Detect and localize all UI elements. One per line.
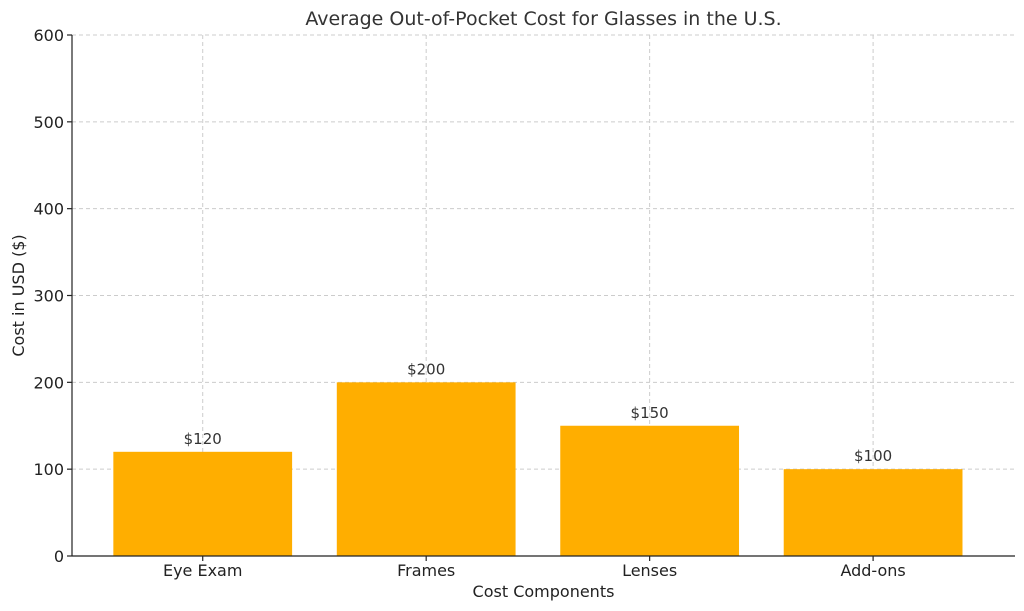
y-tick-label: 600 (33, 26, 64, 45)
x-tick-label: Lenses (622, 561, 677, 580)
y-tick-label: 300 (33, 287, 64, 306)
data-label: $150 (631, 404, 669, 422)
bar (113, 451, 293, 556)
x-tick-label: Add-ons (840, 561, 905, 580)
tick-labels: 0 100 200 300 400 500 600 Eye Exam Frames Lenses A… (33, 26, 905, 580)
bar (560, 425, 740, 556)
data-label: $100 (854, 447, 892, 465)
bar (783, 469, 963, 556)
data-label: $120 (184, 430, 222, 448)
bar (336, 382, 516, 556)
y-tick-label: 400 (33, 200, 64, 219)
data-label: $200 (407, 360, 445, 378)
chart-title: Average Out-of-Pocket Cost for Glasses i… (305, 8, 781, 30)
y-axis-label: Cost in USD ($) (9, 234, 28, 356)
x-axis-label: Cost Components (473, 582, 615, 601)
x-tick-label: Frames (397, 561, 455, 580)
x-tick-label: Eye Exam (163, 561, 242, 580)
data-labels: $120 $200 $150 $100 (184, 360, 893, 465)
y-tick-label: 500 (33, 113, 64, 132)
bars (113, 382, 963, 556)
y-tick-label: 100 (33, 460, 64, 479)
y-tick-label: 200 (33, 373, 64, 392)
y-tick-label: 0 (54, 547, 64, 566)
